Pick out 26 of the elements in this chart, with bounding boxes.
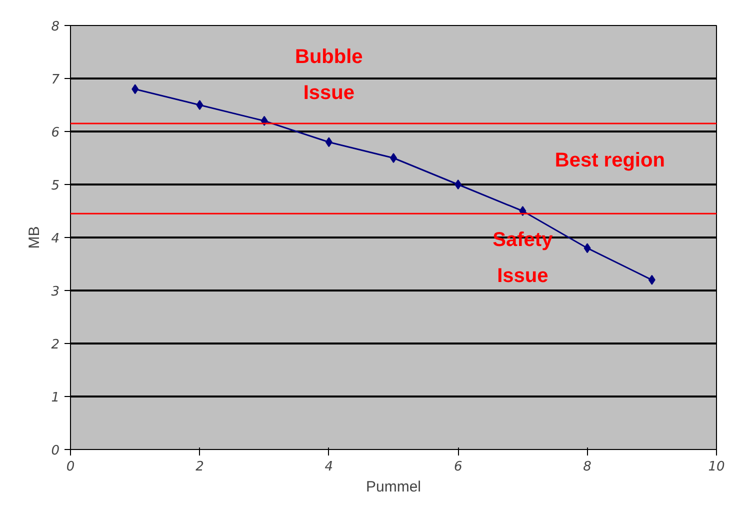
- x-tick-label: 2: [196, 460, 204, 474]
- x-tick-label: 10: [708, 460, 725, 474]
- y-tick-label: 1: [51, 390, 60, 406]
- y-tick-label: 4: [51, 232, 60, 246]
- y-axis-title: MB: [26, 226, 44, 249]
- x-tick-label: 6: [454, 460, 462, 474]
- x-tick-label: 0: [66, 460, 75, 474]
- y-tick-label: 6: [51, 126, 60, 140]
- annotation: Bubble Issue: [295, 46, 363, 104]
- annotation: Best region: [554, 149, 665, 172]
- y-tick-label: 5: [51, 178, 60, 194]
- point: [132, 84, 139, 94]
- point: [648, 274, 656, 285]
- point: [454, 180, 462, 190]
- point: [325, 137, 332, 148]
- y-tick-label: 3: [51, 284, 60, 300]
- point: [196, 100, 204, 110]
- y-tick-label: 8: [51, 20, 60, 34]
- x-tick-label: 8: [583, 460, 592, 474]
- x-axis-title: Pummel: [366, 478, 422, 496]
- point: [390, 153, 397, 163]
- y-tick-label: 0: [51, 444, 60, 458]
- y-tick-label: 2: [51, 338, 60, 352]
- x-tick-label: 4: [324, 460, 334, 474]
- point: [584, 243, 591, 254]
- y-tick-label: 7: [51, 72, 60, 88]
